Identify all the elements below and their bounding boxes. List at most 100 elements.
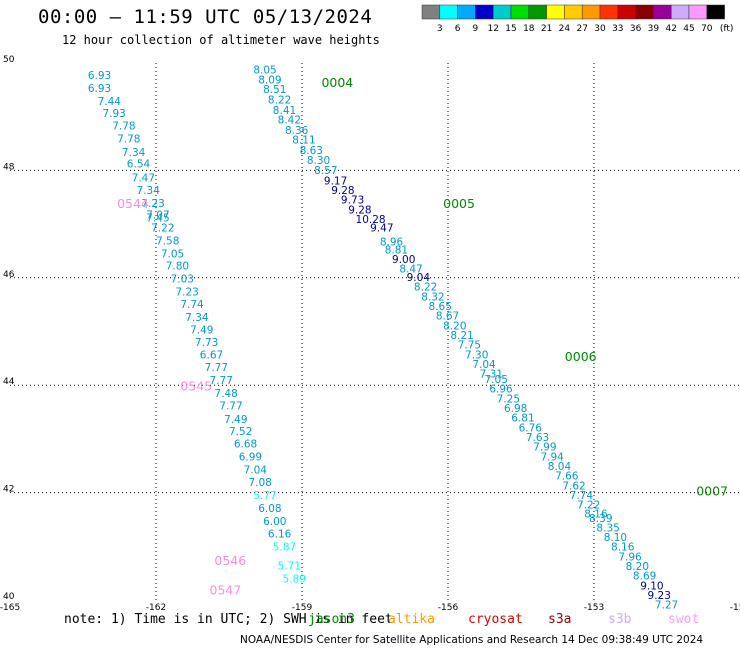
credit-line: NOAA/NESDIS Center for Satellite Applica…: [240, 634, 704, 646]
wave-height-label: 9.10: [640, 580, 663, 592]
wave-height-label: 7.96: [618, 551, 642, 563]
wave-height-label: 7.34: [122, 147, 146, 159]
wave-height-label: 8.05: [253, 65, 276, 77]
color-swatch: [581, 4, 601, 20]
wave-height-label: 7.49: [190, 325, 213, 337]
wave-height-label: 8.36: [285, 125, 309, 137]
satellite-legend-cryosat: cryosat: [468, 612, 523, 627]
wave-height-label: 7.66: [555, 471, 579, 483]
satellite-legend-swot: swot: [668, 612, 700, 627]
color-scale-label: 12: [487, 24, 498, 34]
satellite-legend-s3b: s3b: [608, 612, 632, 627]
wave-height-label: 9.28: [331, 185, 354, 197]
wave-height-label: 9.00: [392, 254, 415, 266]
wave-height-label: 7.75: [458, 340, 481, 352]
color-swatch: [475, 4, 494, 20]
legend-row: note: 1) Time is in UTC; 2) SWH is in fe…: [0, 612, 740, 630]
wave-height-label: 7.47: [132, 173, 155, 185]
wave-height-label: 8.32: [421, 291, 444, 303]
x-tick-label: -159: [292, 603, 313, 613]
wave-height-label: 7.34: [137, 185, 161, 197]
wave-height-label: 6.08: [258, 503, 281, 515]
color-scale-label: 15: [505, 24, 516, 34]
wave-height-label: 6.98: [504, 403, 527, 415]
wave-height-label: 8.16: [611, 542, 635, 554]
wave-height-label: 7.05: [161, 248, 184, 260]
wave-height-label: 8.96: [380, 237, 404, 249]
color-scale-label: 3: [437, 24, 443, 34]
wave-height-label: 8.22: [414, 282, 437, 294]
wave-height-label: 7.27: [655, 600, 678, 612]
track-time-label: 0545: [180, 379, 212, 394]
x-tick-label: -165: [0, 603, 20, 613]
track-time-label: 0006: [565, 349, 597, 364]
wave-height-label: 8.67: [436, 311, 459, 323]
color-scale-label: 36: [630, 24, 642, 34]
wave-height-label: 6.76: [519, 422, 543, 434]
color-swatch: [564, 4, 583, 20]
wave-height-label: 8.51: [263, 84, 286, 96]
wave-height-label: 8.42: [278, 115, 301, 127]
wave-height-label: 9.23: [648, 590, 671, 602]
track-time-label: 0004: [321, 75, 353, 90]
wave-height-label: 8.10: [604, 532, 627, 544]
wave-height-label: 7.23: [141, 198, 164, 210]
track-time-label: 0007: [696, 483, 728, 498]
wave-height-label: 9.04: [407, 272, 431, 284]
wave-height-label: 8.20: [626, 561, 649, 573]
color-scale-label: 33: [612, 24, 623, 34]
color-scale-label: 18: [523, 24, 535, 34]
color-scale-label: 39: [648, 24, 660, 34]
wave-height-label: 7.62: [562, 480, 585, 492]
wave-height-label: 7.04: [244, 464, 268, 476]
wave-height-label: 6.93: [88, 83, 111, 95]
wave-height-label: 7.77: [219, 400, 242, 412]
wave-height-label: 7.45: [146, 212, 169, 224]
track-time-label: 0544: [117, 196, 149, 211]
color-scale-label: 9: [473, 24, 479, 34]
wave-height-label: 8.69: [633, 571, 656, 583]
wave-height-label: 7.30: [465, 349, 488, 361]
y-tick-label: 44: [3, 377, 15, 387]
wave-height-label: 7.78: [112, 121, 135, 133]
track-labels: 054405450546054700040005000600070008: [117, 75, 728, 597]
color-swatch: [492, 4, 512, 20]
chart-title: 00:00 – 11:59 UTC 05/13/2024: [38, 6, 373, 28]
wave-height-label: 7.03: [171, 274, 194, 286]
wave-height-label: 5.71: [278, 560, 301, 572]
color-swatch: [510, 4, 530, 20]
wave-height-label: 5.89: [283, 573, 306, 585]
wave-height-label: 9.17: [324, 175, 347, 187]
y-tick-label: 46: [3, 270, 15, 280]
wave-height-label: 7.78: [117, 133, 140, 145]
color-scale-label: 24: [559, 24, 571, 34]
wave-height-label: 7.48: [214, 388, 237, 400]
wave-height-label: 5.87: [273, 542, 296, 554]
wave-height-label: 7.22: [151, 223, 174, 235]
color-swatch: [439, 4, 458, 20]
wave-height-label: 7.77: [205, 362, 228, 374]
color-swatch: [670, 4, 690, 20]
wave-height-label: 7.58: [156, 236, 179, 248]
wave-height-label: 9.28: [348, 204, 371, 216]
x-tick-label: -162: [146, 603, 166, 613]
color-scale-label: 27: [576, 24, 587, 34]
wave-height-label: 7.80: [166, 261, 189, 273]
wave-height-label: 7.34: [185, 312, 209, 324]
wave-height-label: 8.81: [385, 245, 408, 257]
wave-height-label: 5.77: [253, 490, 276, 502]
satellite-legend-jason3: jason3: [308, 612, 355, 627]
wave-height-label: 8.16: [584, 508, 608, 520]
wave-height-label: 8.65: [429, 301, 452, 313]
wave-height-label: 7.23: [175, 287, 198, 299]
wave-height-label: 7.07: [146, 210, 169, 222]
y-tick-label: 50: [3, 55, 15, 65]
wave-height-label: 7.77: [210, 375, 233, 387]
wave-height-label: 8.41: [273, 105, 296, 117]
wave-height-label: 7.25: [497, 393, 520, 405]
color-swatch: [617, 4, 636, 20]
wave-height-label: 8.20: [443, 320, 466, 332]
wave-height-label: 7.49: [224, 414, 247, 426]
color-swatch: [599, 4, 619, 20]
